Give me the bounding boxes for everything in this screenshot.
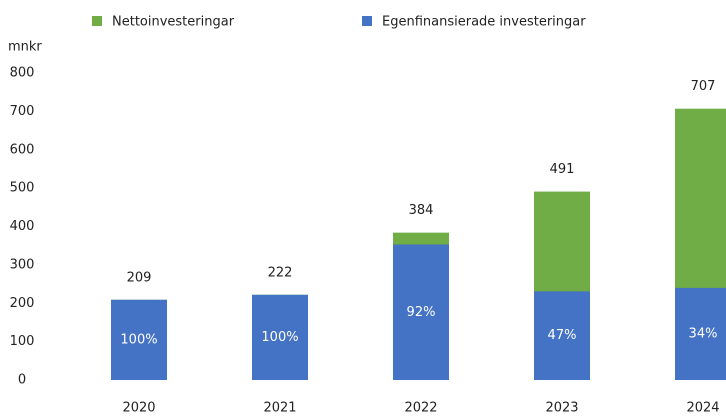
x-tick-label: 2021 [263, 401, 296, 416]
total-label: 209 [127, 270, 152, 285]
share-label: 34% [689, 326, 718, 341]
y-tick-label: 500 [10, 181, 35, 196]
y-tick-label: 400 [10, 219, 35, 234]
share-label: 47% [548, 328, 577, 343]
legend-label: Nettoinvesteringar [112, 15, 235, 30]
legend-swatch [362, 16, 372, 26]
y-tick-label: 800 [10, 66, 35, 81]
y-tick-label: 0 [18, 373, 26, 388]
share-label: 92% [407, 305, 436, 320]
bar [675, 287, 726, 380]
y-axis-label: mnkr [8, 40, 42, 55]
total-label: 491 [550, 162, 575, 177]
bar [252, 294, 308, 380]
total-label: 384 [409, 203, 434, 218]
y-tick-label: 200 [10, 296, 35, 311]
total-label: 707 [691, 79, 716, 94]
share-label: 100% [120, 332, 157, 347]
x-tick-label: 2024 [686, 401, 719, 416]
x-tick-label: 2022 [404, 401, 437, 416]
legend-swatch [92, 16, 102, 26]
x-tick-label: 2023 [545, 401, 578, 416]
y-tick-label: 700 [10, 104, 35, 119]
y-tick-label: 600 [10, 142, 35, 157]
bar [111, 299, 167, 380]
bar [393, 244, 449, 380]
total-label: 222 [268, 265, 293, 280]
y-tick-label: 300 [10, 257, 35, 272]
share-label: 100% [261, 330, 298, 345]
x-tick-label: 2020 [122, 401, 155, 416]
bar [534, 291, 590, 380]
y-tick-label: 100 [10, 334, 35, 349]
legend-label: Egenfinansierade investeringar [382, 15, 586, 30]
